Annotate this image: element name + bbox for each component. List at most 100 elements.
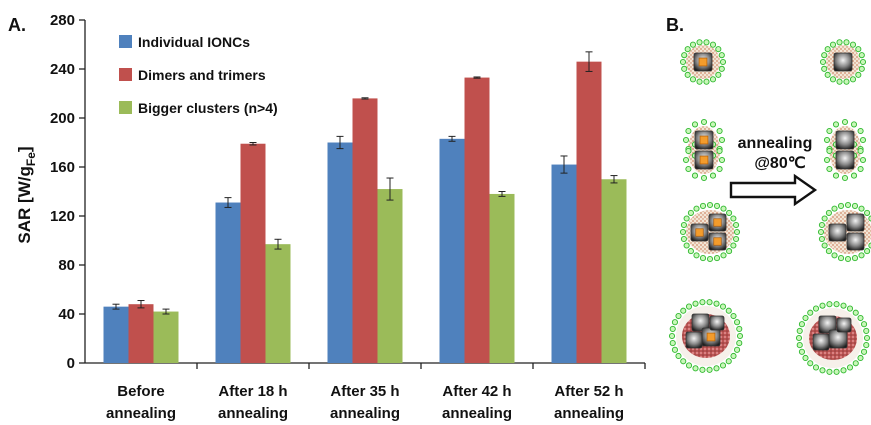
annealing-temperature-label: @80℃: [754, 155, 805, 172]
ligand-bead: [831, 252, 838, 259]
ligand-bead: [718, 156, 726, 164]
ligand-bead: [700, 174, 708, 182]
ligand-bead: [798, 321, 805, 328]
ligand-bead: [836, 78, 843, 85]
ligand-bead: [795, 334, 803, 342]
legend: Individual IONCs Dimers and trimers Bigger…: [119, 34, 278, 116]
ligand-bead: [826, 301, 833, 308]
ligand-bead: [841, 118, 849, 126]
ligand-bead: [709, 76, 717, 83]
ligand-bead: [857, 165, 864, 173]
ligand-bead: [682, 136, 690, 144]
ligand-bead: [709, 121, 717, 128]
ligand-bead: [699, 299, 706, 306]
ligand-bead: [858, 52, 865, 59]
ligand-bead: [843, 39, 850, 46]
bar-chart: 0 40 80 120 160 200 240 280 Before annealing Afte…: [15, 12, 646, 422]
annealing-schematic: annealing @80℃: [668, 39, 871, 375]
ligand-bead: [829, 76, 837, 83]
ligand-bead: [855, 71, 862, 78]
ligand-bead: [836, 39, 843, 46]
ligand-bead: [857, 127, 864, 135]
annealing-label: annealing: [738, 135, 813, 152]
x-category-label: After 52 h: [554, 383, 623, 400]
ligand-bead: [832, 172, 840, 179]
ligand-bead: [700, 118, 708, 126]
nanocube: [818, 315, 837, 334]
oxide-core: [713, 218, 722, 227]
ligand-bead: [683, 215, 690, 222]
ligand-bead: [825, 248, 832, 255]
ligand-bead: [699, 366, 706, 373]
bar: [377, 189, 403, 363]
ligand-bead: [818, 221, 825, 229]
ligand-bead: [730, 242, 737, 249]
x-axis-categories: Before annealing After 18 h annealing After …: [106, 363, 646, 422]
bar: [601, 179, 627, 363]
y-tick-label: 120: [50, 208, 75, 225]
oxide-core: [698, 57, 708, 67]
ligand-bead: [736, 332, 744, 340]
ligand-bead: [868, 215, 871, 222]
ligand-bead: [858, 205, 865, 212]
ligand-bead: [719, 58, 727, 66]
ligand-bead: [826, 147, 833, 155]
ligand-bead: [851, 202, 859, 209]
ligand-bead: [671, 319, 678, 326]
x-category-label: annealing: [218, 405, 288, 422]
oxide-core: [699, 155, 709, 165]
ligand-bead: [669, 340, 676, 347]
panel-label-b: B.: [666, 15, 684, 35]
ligand-bead: [857, 354, 864, 362]
ligand-bead: [699, 255, 707, 262]
bar: [215, 202, 241, 363]
ligand-bead: [826, 368, 833, 375]
y-axis-ticks: 0 40 80 120 160 200 240 280: [50, 12, 85, 372]
ligand-bead: [684, 71, 691, 78]
ligand-bead: [719, 362, 727, 369]
ligand-bead: [675, 312, 682, 320]
ligand-bead: [703, 78, 710, 85]
ligand-bead: [692, 365, 699, 372]
bar: [103, 306, 129, 363]
ligand-bead: [802, 314, 809, 322]
ligand-bead: [833, 368, 840, 375]
ligand-bead: [691, 121, 699, 128]
ligand-bead: [849, 41, 857, 48]
ligand-bead: [713, 202, 721, 209]
ligand-bead: [719, 303, 727, 310]
ligand-bead: [859, 58, 867, 66]
ligand-bead: [733, 235, 740, 243]
ligand-bead: [863, 334, 871, 342]
x-category-label: After 42 h: [442, 383, 511, 400]
x-category-label: annealing: [330, 405, 400, 422]
ligand-bead: [726, 209, 733, 216]
nanocube: [685, 331, 703, 349]
trimer-nanocube-annealed-icon: [817, 201, 871, 263]
ligand-bead: [812, 364, 820, 371]
ligand-bead: [734, 346, 741, 353]
ligand-bead: [693, 252, 700, 259]
ligand-bead: [685, 165, 692, 173]
y-tick-label: 40: [58, 306, 75, 323]
ligand-bead: [798, 348, 805, 355]
ligand-bead: [683, 242, 690, 249]
bar: [128, 304, 154, 363]
ligand-bead: [713, 300, 720, 307]
nanocube: [846, 213, 865, 232]
ligand-bead: [706, 201, 714, 209]
ligand-bead: [802, 354, 809, 362]
ligand-bead: [837, 255, 845, 262]
ligand-bead: [807, 360, 814, 367]
ligand-bead: [837, 202, 845, 209]
x-category-label: After 35 h: [330, 383, 399, 400]
ligand-bead: [859, 136, 867, 144]
ligand-bead: [675, 352, 682, 360]
ligand-bead: [709, 172, 717, 179]
bar: [327, 142, 353, 363]
ligand-bead: [720, 252, 727, 259]
ligand-bead: [824, 46, 831, 53]
ligand-bead: [680, 307, 687, 314]
oxide-core: [713, 237, 722, 246]
ligand-bead: [846, 305, 854, 312]
